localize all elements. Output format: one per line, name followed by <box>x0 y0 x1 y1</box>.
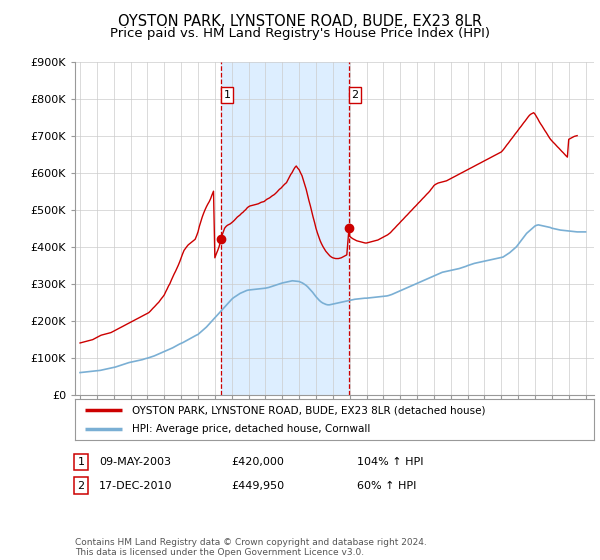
Text: 1: 1 <box>223 90 230 100</box>
Text: 104% ↑ HPI: 104% ↑ HPI <box>357 457 424 467</box>
Text: HPI: Average price, detached house, Cornwall: HPI: Average price, detached house, Corn… <box>132 424 370 433</box>
Text: £449,950: £449,950 <box>231 480 284 491</box>
Text: OYSTON PARK, LYNSTONE ROAD, BUDE, EX23 8LR (detached house): OYSTON PARK, LYNSTONE ROAD, BUDE, EX23 8… <box>132 405 485 415</box>
Text: OYSTON PARK, LYNSTONE ROAD, BUDE, EX23 8LR: OYSTON PARK, LYNSTONE ROAD, BUDE, EX23 8… <box>118 14 482 29</box>
Text: 09-MAY-2003: 09-MAY-2003 <box>99 457 171 467</box>
Text: Contains HM Land Registry data © Crown copyright and database right 2024.
This d: Contains HM Land Registry data © Crown c… <box>75 538 427 557</box>
Text: 1: 1 <box>77 457 85 467</box>
Text: 2: 2 <box>352 90 359 100</box>
Bar <box>221 62 349 395</box>
Text: Price paid vs. HM Land Registry's House Price Index (HPI): Price paid vs. HM Land Registry's House … <box>110 27 490 40</box>
Text: 2: 2 <box>77 480 85 491</box>
Text: £420,000: £420,000 <box>231 457 284 467</box>
Text: 17-DEC-2010: 17-DEC-2010 <box>99 480 173 491</box>
Text: 60% ↑ HPI: 60% ↑ HPI <box>357 480 416 491</box>
